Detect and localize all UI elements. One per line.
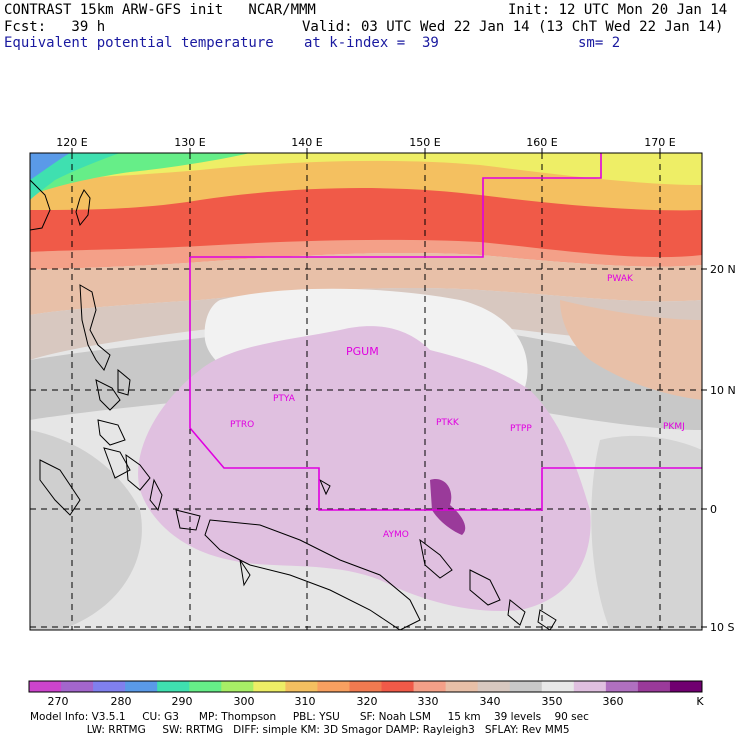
station-label: PWAK xyxy=(607,274,634,284)
colorbar-swatch xyxy=(317,681,350,692)
lon-label-160e: 160 E xyxy=(526,136,557,149)
coastlines xyxy=(30,179,557,630)
header-level: at k-index = 39 xyxy=(304,35,439,51)
colorbar-swatch xyxy=(541,681,575,692)
lon-label-140e: 140 E xyxy=(291,136,322,149)
lat-label-20n: 20 N xyxy=(710,263,736,276)
lat-label-10n: 10 N xyxy=(710,384,736,397)
lon-label-170e: 170 E xyxy=(644,136,675,149)
colorbar-swatch xyxy=(413,681,447,692)
colorbar-tick-label: 300 xyxy=(234,695,255,708)
colorbar-swatch xyxy=(477,681,511,692)
station-label: PTPP xyxy=(510,424,532,434)
footer-physics-info: LW: RRTMG SW: RRTMG DIFF: simple KM: 3D … xyxy=(30,724,570,736)
colorbar-tick-label: 330 xyxy=(418,695,439,708)
colorbar-swatch xyxy=(349,681,383,692)
axis-ticks xyxy=(71,148,707,628)
colorbar-tick-label: 270 xyxy=(48,695,69,708)
region-boundary xyxy=(189,153,702,511)
colorbar-ticks: 270 280 290 300 310 320 330 340 350 360 … xyxy=(48,695,705,708)
footer-model-info: Model Info: V3.5.1 CU: G3 MP: Thompson P… xyxy=(30,711,589,723)
colorbar-swatch xyxy=(285,681,318,692)
lon-label-120e: 120 E xyxy=(56,136,87,149)
colorbar-tick-label: 310 xyxy=(295,695,316,708)
colorbar-unit: K xyxy=(696,695,704,708)
colorbar-swatch xyxy=(637,681,671,692)
header-model-title: CONTRAST 15km ARW-GFS init NCAR/MMM xyxy=(4,2,316,18)
colorbar-swatch xyxy=(669,681,703,692)
header-init-time: Init: 12 UTC Mon 20 Jan 14 xyxy=(508,2,728,18)
theta-e-field xyxy=(30,153,702,630)
header-valid-time: Valid: 03 UTC Wed 22 Jan 14 (13 ChT Wed … xyxy=(302,19,724,35)
colorbar-swatch xyxy=(381,681,415,692)
lat-label-10s: 10 S xyxy=(710,621,734,634)
colorbar-frame xyxy=(28,680,703,693)
lon-label-150e: 150 E xyxy=(409,136,440,149)
colorbar-swatch xyxy=(573,681,607,692)
colorbar-tick-label: 350 xyxy=(542,695,563,708)
station-label: PGUM xyxy=(346,345,379,358)
colorbar-tick-label: 290 xyxy=(172,695,193,708)
station-label: PTKK xyxy=(436,418,460,428)
colorbar-swatch xyxy=(61,681,94,692)
header-forecast-hour: Fcst: 39 h xyxy=(4,19,106,35)
colorbar xyxy=(28,680,703,693)
colorbar-tick-label: 340 xyxy=(480,695,501,708)
colorbar-tick-label: 280 xyxy=(111,695,132,708)
colorbar-tick-label: 320 xyxy=(357,695,378,708)
station-label: PTYA xyxy=(273,394,296,404)
header-smoothing: sm= 2 xyxy=(578,35,621,51)
station-label: AYMO xyxy=(383,530,409,540)
colorbar-swatch xyxy=(29,681,62,692)
colorbar-swatch xyxy=(125,681,158,692)
colorbar-tick-label: 360 xyxy=(603,695,624,708)
colorbar-swatch xyxy=(509,681,543,692)
lat-label-eq: 0 xyxy=(710,503,717,516)
lat-lon-grid xyxy=(30,153,702,630)
colorbar-swatch xyxy=(605,681,639,692)
colorbar-swatch xyxy=(221,681,254,692)
colorbar-swatch xyxy=(253,681,286,692)
header-field-name: Equivalent potential temperature xyxy=(4,35,274,51)
station-label: PTRO xyxy=(230,420,254,430)
colorbar-swatch xyxy=(445,681,479,692)
station-label: PKMJ xyxy=(663,422,685,432)
colorbar-swatch xyxy=(157,681,190,692)
map-frame xyxy=(29,152,703,631)
colorbar-swatch xyxy=(93,681,126,692)
colorbar-swatch xyxy=(189,681,222,692)
lon-label-130e: 130 E xyxy=(174,136,205,149)
